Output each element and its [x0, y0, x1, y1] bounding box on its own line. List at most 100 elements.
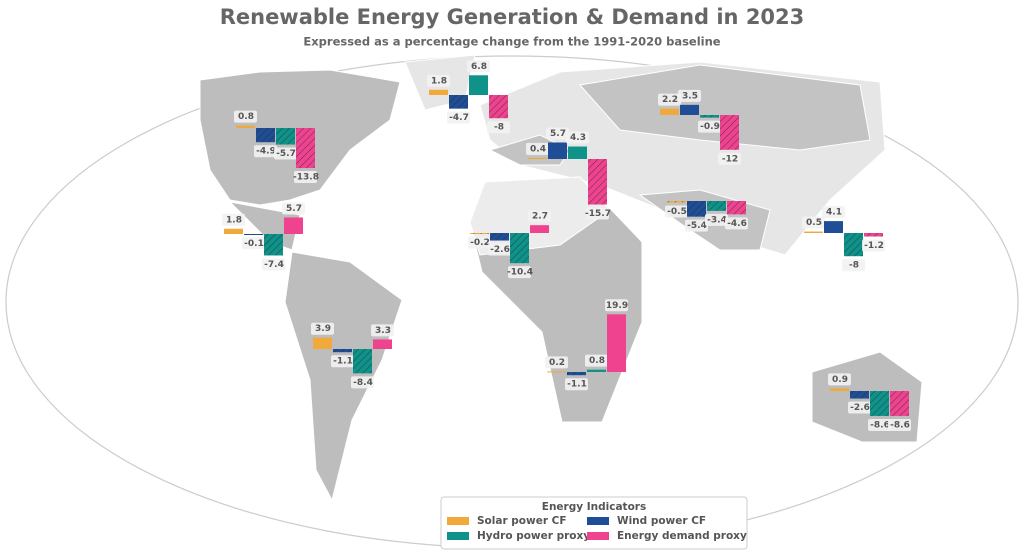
value-label: -2.6 [490, 245, 510, 255]
value-label-bg [705, 213, 728, 226]
map [5, 54, 1019, 549]
legend-swatch [587, 532, 609, 540]
bar [680, 104, 699, 115]
value-label-bg [848, 401, 871, 414]
value-label-bg [828, 373, 851, 386]
value-label-bg [234, 110, 257, 123]
value-label: -8 [494, 123, 504, 133]
value-label: -4.9 [256, 147, 276, 157]
bar-hatch [870, 391, 889, 416]
bar-hatch [264, 234, 283, 256]
bar-hatch [720, 115, 739, 150]
value-label: 0.8 [238, 112, 254, 122]
value-label: 6.8 [471, 62, 487, 72]
value-label: -3.4 [707, 215, 727, 225]
bar-hatch [667, 201, 686, 203]
value-label: -8.4 [353, 378, 373, 388]
bar-hatch [864, 233, 883, 237]
bar-hatch [353, 349, 372, 374]
value-label: -4.7 [449, 113, 469, 123]
value-label-bg [351, 376, 374, 389]
value-label-bg [842, 259, 865, 272]
bar-hatch [244, 234, 263, 235]
value-label: -1.1 [333, 357, 353, 367]
bar-hatch [470, 233, 489, 234]
value-label: 2.7 [532, 212, 548, 222]
legend-swatch [587, 517, 609, 525]
bar [548, 142, 567, 159]
value-label: 3.9 [315, 324, 331, 334]
bar [547, 371, 566, 373]
value-label-bg [274, 147, 297, 160]
bar-hatch [890, 391, 909, 416]
value-label: -5.7 [276, 149, 296, 159]
value-label: 1.8 [226, 215, 242, 225]
value-label-bg [545, 356, 568, 369]
bar [568, 146, 587, 159]
value-label-bg [427, 74, 450, 87]
value-label-bg [585, 354, 608, 367]
value-label: -13.8 [293, 173, 319, 183]
bar-hatch [449, 95, 468, 109]
value-label: -15.7 [585, 209, 611, 219]
bar [530, 225, 549, 233]
value-label-bg [294, 171, 317, 184]
legend-swatch [447, 517, 469, 525]
value-label-bg [862, 239, 885, 252]
value-label-bg [311, 322, 334, 335]
bar-hatch [256, 128, 275, 143]
bar-hatch [727, 201, 746, 215]
bar [607, 314, 626, 372]
bar-hatch [844, 233, 863, 257]
bar-hatch [850, 391, 869, 399]
value-label: -2.6 [850, 403, 870, 413]
bar [660, 108, 679, 115]
value-label-bg [678, 89, 701, 102]
value-label-bg [725, 217, 748, 230]
value-label: 3.3 [375, 326, 391, 336]
bar-hatch [707, 201, 726, 211]
bar [469, 75, 488, 95]
bar-hatch [700, 115, 719, 118]
bar [313, 337, 332, 349]
value-label-bg [546, 127, 569, 140]
chart-title: Renewable Energy Generation & Demand in … [220, 5, 805, 29]
value-label-bg [282, 202, 305, 215]
value-label-bg [526, 142, 549, 155]
value-label-bg [468, 236, 491, 249]
value-label: 4.1 [826, 208, 842, 218]
value-label-bg [371, 324, 394, 337]
legend-label: Solar power CF [477, 515, 567, 527]
value-label: 4.3 [570, 133, 586, 143]
bar [236, 125, 255, 128]
value-label-bg [254, 145, 277, 158]
value-label-bg [718, 152, 741, 165]
value-label: -7.4 [264, 260, 284, 270]
value-label-bg [222, 213, 245, 226]
bar [587, 369, 606, 372]
value-label: 0.4 [530, 144, 546, 154]
value-label: -0.2 [470, 238, 490, 248]
bar [528, 157, 547, 159]
value-label: -8.6 [890, 420, 910, 430]
value-label: -8.6 [870, 420, 890, 430]
value-label-bg [447, 111, 470, 124]
bar-hatch [510, 233, 529, 264]
value-label: -0.1 [244, 239, 264, 249]
value-label-bg [658, 93, 681, 106]
bar [804, 231, 823, 233]
value-label: 5.7 [286, 204, 302, 214]
value-label: 19.9 [606, 301, 628, 311]
value-label: -10.4 [507, 268, 533, 278]
value-label: 3.5 [682, 91, 698, 101]
value-label: 0.5 [806, 218, 822, 228]
bar-hatch [333, 349, 352, 353]
value-label: 0.2 [549, 358, 565, 368]
legend-swatch [447, 532, 469, 540]
value-label: -12 [722, 154, 738, 164]
value-label: -1.1 [567, 380, 587, 390]
bar [824, 221, 843, 233]
bar-hatch [687, 201, 706, 217]
bar [429, 89, 448, 95]
